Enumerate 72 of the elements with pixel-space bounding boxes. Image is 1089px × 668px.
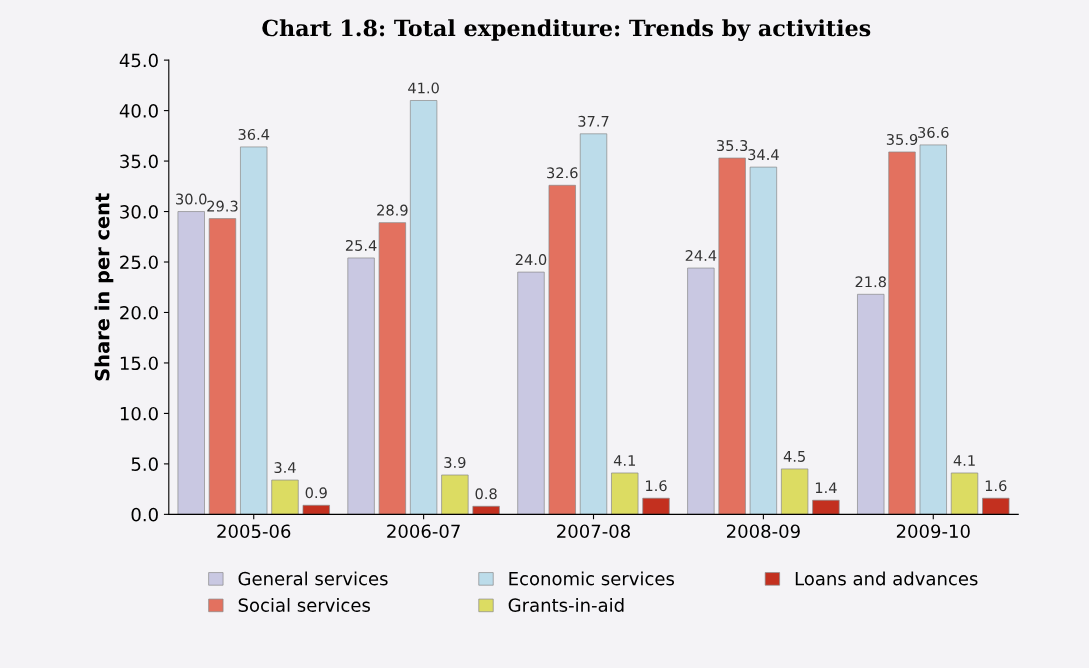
data-label: 0.9	[305, 487, 327, 499]
data-label: 25.4	[345, 239, 377, 251]
bar	[378, 222, 406, 515]
bar	[240, 146, 268, 515]
y-axis-title: Share in per cent	[94, 193, 114, 381]
data-label: 4.1	[613, 455, 636, 466]
bar	[472, 505, 500, 515]
bar	[548, 184, 576, 515]
bar	[749, 166, 778, 515]
data-label: 3.9	[444, 456, 466, 468]
y-tick-label: 15.0	[120, 356, 158, 371]
legend-label: General services	[238, 571, 388, 586]
bar	[642, 497, 670, 515]
bar	[208, 218, 237, 515]
bar	[271, 479, 299, 515]
data-label: 24.4	[685, 250, 717, 261]
bar	[982, 497, 1010, 515]
data-label: 1.4	[815, 482, 837, 494]
data-label: 35.9	[886, 133, 918, 145]
legend-label: Grants-in-aid	[508, 597, 624, 612]
data-label: 4.1	[953, 455, 975, 466]
data-label: 24.0	[515, 254, 547, 266]
bar	[812, 499, 840, 515]
bar	[781, 468, 809, 515]
x-tick-label: 2008-09	[726, 524, 800, 539]
data-label: 41.0	[408, 82, 439, 94]
legend-label: Social services	[238, 597, 370, 612]
y-tick-label: 25.0	[120, 255, 158, 270]
y-tick-label: 5.0	[131, 457, 158, 472]
data-label: 4.5	[783, 451, 805, 462]
bar	[919, 144, 947, 515]
y-tick-label: 0.0	[131, 507, 158, 522]
data-label: 28.9	[377, 204, 408, 216]
data-label: 37.7	[578, 115, 609, 127]
bar	[347, 257, 375, 515]
bar	[409, 100, 438, 515]
data-label: 1.6	[985, 480, 1007, 492]
legend-label: Economic services	[509, 571, 675, 586]
data-label: 36.6	[918, 126, 949, 138]
data-label: 34.4	[748, 149, 779, 161]
data-label: 3.4	[274, 462, 296, 474]
x-tick-label: 2007-08	[557, 524, 630, 539]
bar	[177, 211, 205, 515]
bar	[579, 133, 608, 515]
y-tick-label: 45.0	[119, 53, 158, 68]
data-label: 0.8	[475, 488, 497, 500]
x-tick-label: 2005-06	[217, 524, 291, 539]
bar	[441, 474, 469, 515]
data-label: 36.4	[238, 128, 270, 140]
bar	[302, 504, 330, 515]
y-tick-label: 10.0	[120, 406, 158, 421]
y-tick-label: 35.0	[120, 154, 158, 169]
y-tick-label: 40.0	[119, 104, 158, 118]
y-tick-label: 20.0	[120, 305, 158, 320]
data-label: 35.3	[717, 140, 748, 152]
bar	[888, 151, 916, 515]
chart-title: Chart 1.8: Total expenditure: Trends by activities	[262, 19, 871, 41]
data-label: 1.6	[646, 480, 667, 492]
bar	[611, 472, 639, 515]
bar	[687, 267, 715, 515]
data-label: 32.6	[547, 167, 578, 179]
bar	[950, 472, 979, 515]
bar	[857, 293, 885, 515]
y-tick-label: 30.0	[120, 204, 158, 219]
bar	[718, 157, 746, 515]
data-label: 30.0	[176, 193, 207, 205]
data-label: 21.8	[855, 276, 886, 288]
bar	[517, 271, 545, 515]
x-tick-label: 2009-10	[896, 524, 970, 539]
x-tick-label: 2006-07	[387, 524, 460, 539]
legend-label: Loans and advances	[795, 571, 978, 586]
data-label: 29.3	[207, 200, 238, 212]
